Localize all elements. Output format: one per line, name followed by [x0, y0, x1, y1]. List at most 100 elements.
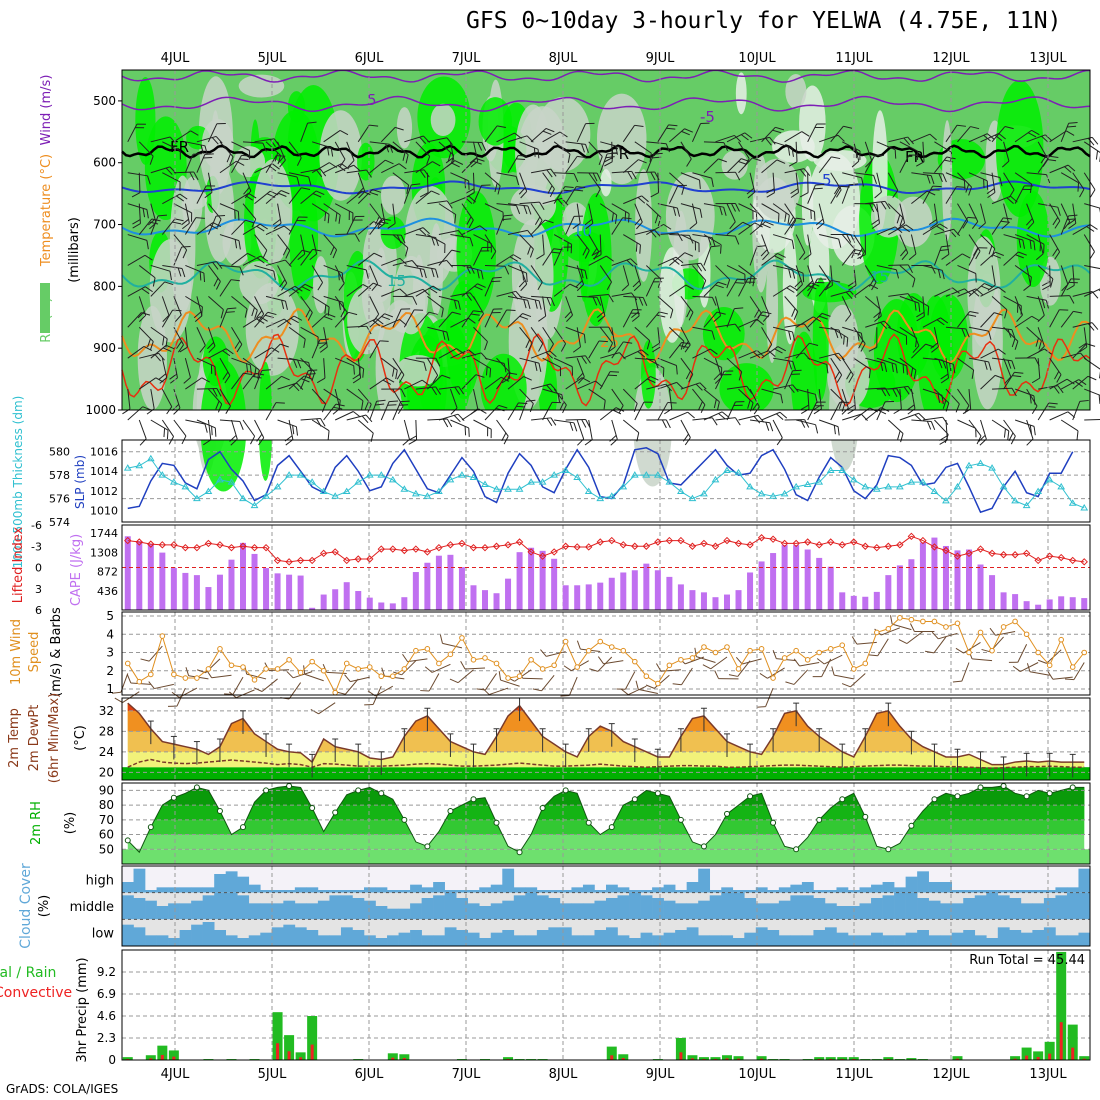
upper-wind-barb: [438, 203, 457, 224]
upper-wind-barb: [553, 326, 567, 352]
precip-total-bar: [157, 1045, 168, 1060]
barb-feather: [253, 687, 263, 692]
upper-wind-barb: [519, 357, 542, 372]
cloud-bar: [525, 892, 538, 920]
upper-wind-barb: [819, 326, 843, 339]
rh-legend-swatch: [40, 283, 50, 333]
cloud-bar: [1055, 895, 1068, 920]
upper-wind-barb: [784, 264, 805, 283]
barb-staff: [841, 249, 855, 266]
barb-feather: [468, 180, 470, 190]
barb-staff: [530, 203, 543, 221]
cape-bar: [193, 575, 200, 610]
upper-wind-barb: [311, 338, 329, 359]
upper-wind-barb: [703, 203, 727, 216]
barb-staff: [138, 141, 154, 157]
barb-staff: [899, 203, 906, 224]
wind-speed-marker: [850, 666, 857, 672]
barb-staff: [899, 265, 916, 280]
barb-feather: [941, 270, 945, 280]
upper-wind-barb: [553, 388, 567, 414]
upper-wind-barb: [254, 296, 265, 322]
barb-staff: [576, 358, 585, 378]
barb-feather: [182, 249, 188, 259]
upper-wind-barb: [461, 264, 484, 280]
barb-feather: [895, 269, 900, 279]
upper-wind-barb: [1001, 141, 1010, 168]
barb-feather: [498, 404, 508, 409]
barb-feather: [756, 245, 766, 248]
barb-feather: [1025, 218, 1033, 226]
barb-feather: [1004, 376, 1012, 384]
thickness-marker: [135, 461, 144, 469]
barb-feather: [297, 253, 306, 261]
barb-staff: [922, 172, 943, 175]
barb-staff: [176, 687, 186, 707]
temp-area-band: [127, 703, 905, 732]
barb-staff: [473, 185, 483, 204]
barb-staff: [795, 172, 799, 193]
barb-feather: [339, 129, 349, 136]
upper-wind-barb: [887, 172, 899, 198]
upper-wind-barb: [392, 234, 409, 257]
barb-feather: [868, 369, 871, 379]
cloud-bar: [928, 935, 941, 946]
cape-bar: [332, 589, 339, 610]
credit-text: GrADS: COLA/IGES: [6, 1082, 119, 1096]
barb-feather: [821, 312, 831, 317]
barb-feather: [400, 400, 410, 403]
barb-feather: [873, 311, 881, 319]
upper-wind-barb: [992, 387, 1017, 397]
barb-staff: [669, 284, 687, 297]
barb-feather: [981, 648, 991, 653]
barb-staff: [457, 669, 474, 684]
barb-feather: [684, 344, 691, 353]
barb-feather: [699, 179, 701, 189]
barb-feather: [906, 404, 915, 411]
barb-staff: [531, 295, 552, 299]
barb-staff: [350, 676, 370, 683]
barb-feather: [848, 374, 854, 383]
cloud-bar: [202, 887, 215, 893]
upper-wind-barb: [841, 357, 854, 383]
barb-staff: [162, 193, 181, 205]
barb-staff: [185, 419, 206, 425]
wind-speed-marker: [401, 666, 408, 672]
barb-staff: [496, 172, 517, 177]
barb-feather: [756, 350, 765, 357]
barb-staff: [519, 201, 540, 205]
barb-feather: [859, 150, 861, 160]
upper-wind-barb: [623, 295, 648, 306]
thickness-marker: [826, 466, 835, 473]
barb-feather: [700, 263, 707, 272]
barb-feather: [1087, 375, 1097, 381]
barb-staff: [876, 296, 882, 316]
upper-wind-barb: [288, 172, 312, 186]
barb-staff: [553, 388, 567, 406]
wind-speed-marker: [827, 646, 834, 652]
surface-wind-barb: [1064, 662, 1085, 681]
barb-feather: [215, 281, 221, 290]
lifted-index-marker: [919, 536, 927, 545]
upper-wind-barb: [203, 419, 212, 446]
upper-wind-barb: [415, 357, 441, 367]
upper-wind-barb: [1049, 357, 1062, 383]
barb-feather: [604, 161, 613, 167]
barb-feather: [249, 364, 252, 374]
upper-wind-barb: [450, 419, 470, 437]
barb-feather: [1047, 671, 1054, 680]
upper-wind-barb: [242, 296, 258, 319]
barb-staff: [738, 265, 755, 278]
barb-feather: [792, 269, 796, 279]
barb-staff: [122, 691, 140, 704]
barb-staff: [646, 141, 667, 145]
thickness-marker: [181, 482, 190, 490]
upper-wind-barb: [940, 358, 950, 384]
upper-wind-barb: [980, 312, 1003, 328]
barb-feather: [858, 340, 864, 349]
upper-wind-barb: [277, 172, 300, 186]
upper-wind-barb: [784, 369, 802, 390]
surface-wind-barb: [364, 686, 382, 706]
wind-speed-marker: [574, 664, 580, 670]
barb-staff: [369, 296, 380, 315]
